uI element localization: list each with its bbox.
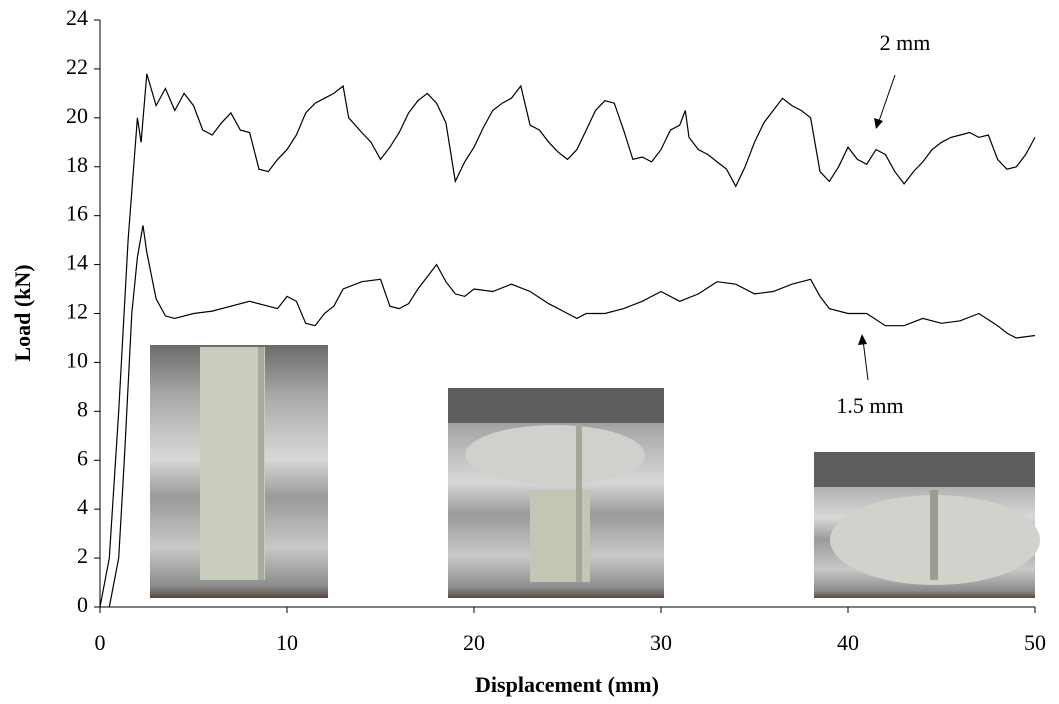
y-tick-label: 14 bbox=[66, 250, 88, 275]
x-tick-label: 30 bbox=[650, 630, 672, 655]
photo-inset bbox=[814, 452, 1040, 598]
photo-inset bbox=[448, 388, 664, 598]
y-tick-label: 10 bbox=[66, 347, 88, 372]
y-tick-label: 0 bbox=[77, 592, 88, 617]
x-axis-label: Displacement (mm) bbox=[475, 672, 659, 697]
arrowhead bbox=[858, 334, 867, 345]
y-tick-label: 12 bbox=[66, 299, 88, 324]
arrow bbox=[862, 339, 869, 381]
arrow bbox=[877, 74, 896, 125]
y-tick-label: 16 bbox=[66, 201, 88, 226]
y-tick-label: 4 bbox=[77, 494, 88, 519]
x-tick-label: 10 bbox=[276, 630, 298, 655]
series-label: 2 mm bbox=[880, 30, 931, 55]
series-line bbox=[99, 73, 1036, 608]
x-tick-label: 40 bbox=[837, 630, 859, 655]
arrowhead bbox=[874, 118, 883, 129]
y-axis-label: Load (kN) bbox=[10, 264, 35, 361]
photo-inset bbox=[150, 345, 328, 598]
y-tick-label: 2 bbox=[77, 543, 88, 568]
y-tick-label: 22 bbox=[66, 54, 88, 79]
y-tick-label: 24 bbox=[66, 5, 88, 30]
y-tick-label: 20 bbox=[66, 103, 88, 128]
x-tick-label: 0 bbox=[95, 630, 106, 655]
series-line bbox=[108, 225, 1036, 608]
x-tick-label: 50 bbox=[1024, 630, 1046, 655]
y-tick-label: 6 bbox=[77, 445, 88, 470]
y-tick-label: 8 bbox=[77, 396, 88, 421]
y-tick-label: 18 bbox=[66, 152, 88, 177]
x-tick-label: 20 bbox=[463, 630, 485, 655]
series-label: 1.5 mm bbox=[836, 393, 903, 418]
